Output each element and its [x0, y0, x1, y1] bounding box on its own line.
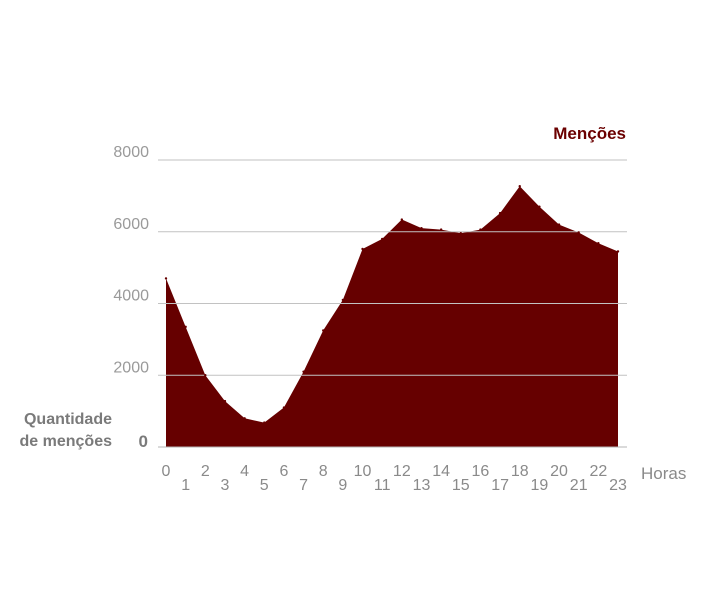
x-tick-label: 12 [393, 463, 411, 480]
data-point [322, 329, 325, 332]
y-tick-label: 4000 [113, 288, 149, 305]
data-point [302, 370, 305, 373]
x-tick-label: 9 [338, 477, 347, 494]
data-point [597, 242, 600, 245]
x-tick-label: 18 [511, 463, 529, 480]
data-point [518, 184, 521, 188]
x-tick-label: 16 [472, 463, 490, 480]
x-tick-label: 2 [201, 463, 210, 480]
x-tick-label: 1 [181, 477, 190, 494]
y-axis-title: Quantidade de menções [19, 411, 112, 450]
x-tick-label: 3 [221, 477, 230, 494]
data-point [557, 223, 561, 226]
series-label: Menções [553, 124, 626, 143]
x-tick-label: 11 [374, 477, 391, 494]
x-tick-label: 20 [550, 463, 568, 480]
data-point [204, 374, 207, 377]
x-tick-label: 22 [589, 463, 607, 480]
data-point [577, 231, 580, 234]
data-point [479, 228, 482, 231]
data-point [164, 277, 168, 280]
x-tick-label: 14 [432, 463, 450, 480]
x-tick-label: 10 [354, 463, 372, 480]
y-tick-label: 0 [139, 432, 148, 451]
data-point [282, 406, 286, 409]
x-tick-label: 7 [299, 477, 308, 494]
x-tick-label: 8 [319, 463, 328, 480]
x-tick-label: 15 [452, 477, 470, 494]
x-tick-label: 4 [240, 463, 249, 480]
x-tick-label: 19 [530, 477, 548, 494]
data-point [538, 205, 541, 208]
data-point [263, 421, 266, 424]
y-tick-label: 2000 [113, 359, 149, 376]
x-tick-label: 5 [260, 477, 269, 494]
y-tick-label: 8000 [113, 144, 149, 161]
y-tick-label: 6000 [113, 216, 149, 233]
x-tick-label: 17 [491, 477, 509, 494]
x-tick-label: 23 [609, 477, 627, 494]
data-point [439, 228, 443, 231]
x-tick-label: 0 [162, 463, 171, 480]
data-point [361, 247, 364, 251]
data-point [400, 218, 404, 221]
data-point [616, 250, 620, 253]
data-point [243, 417, 246, 420]
data-point [498, 211, 502, 215]
x-tick-label: 13 [413, 477, 431, 494]
data-point [420, 226, 423, 230]
data-point [341, 298, 345, 302]
data-point [184, 325, 187, 329]
area-series-mencoes [166, 186, 618, 447]
x-axis-title: Horas [641, 464, 687, 483]
data-point [459, 231, 462, 235]
x-tick-label: 6 [279, 463, 288, 480]
x-tick-label: 21 [570, 477, 588, 494]
data-point [223, 399, 227, 403]
data-point [380, 237, 384, 241]
